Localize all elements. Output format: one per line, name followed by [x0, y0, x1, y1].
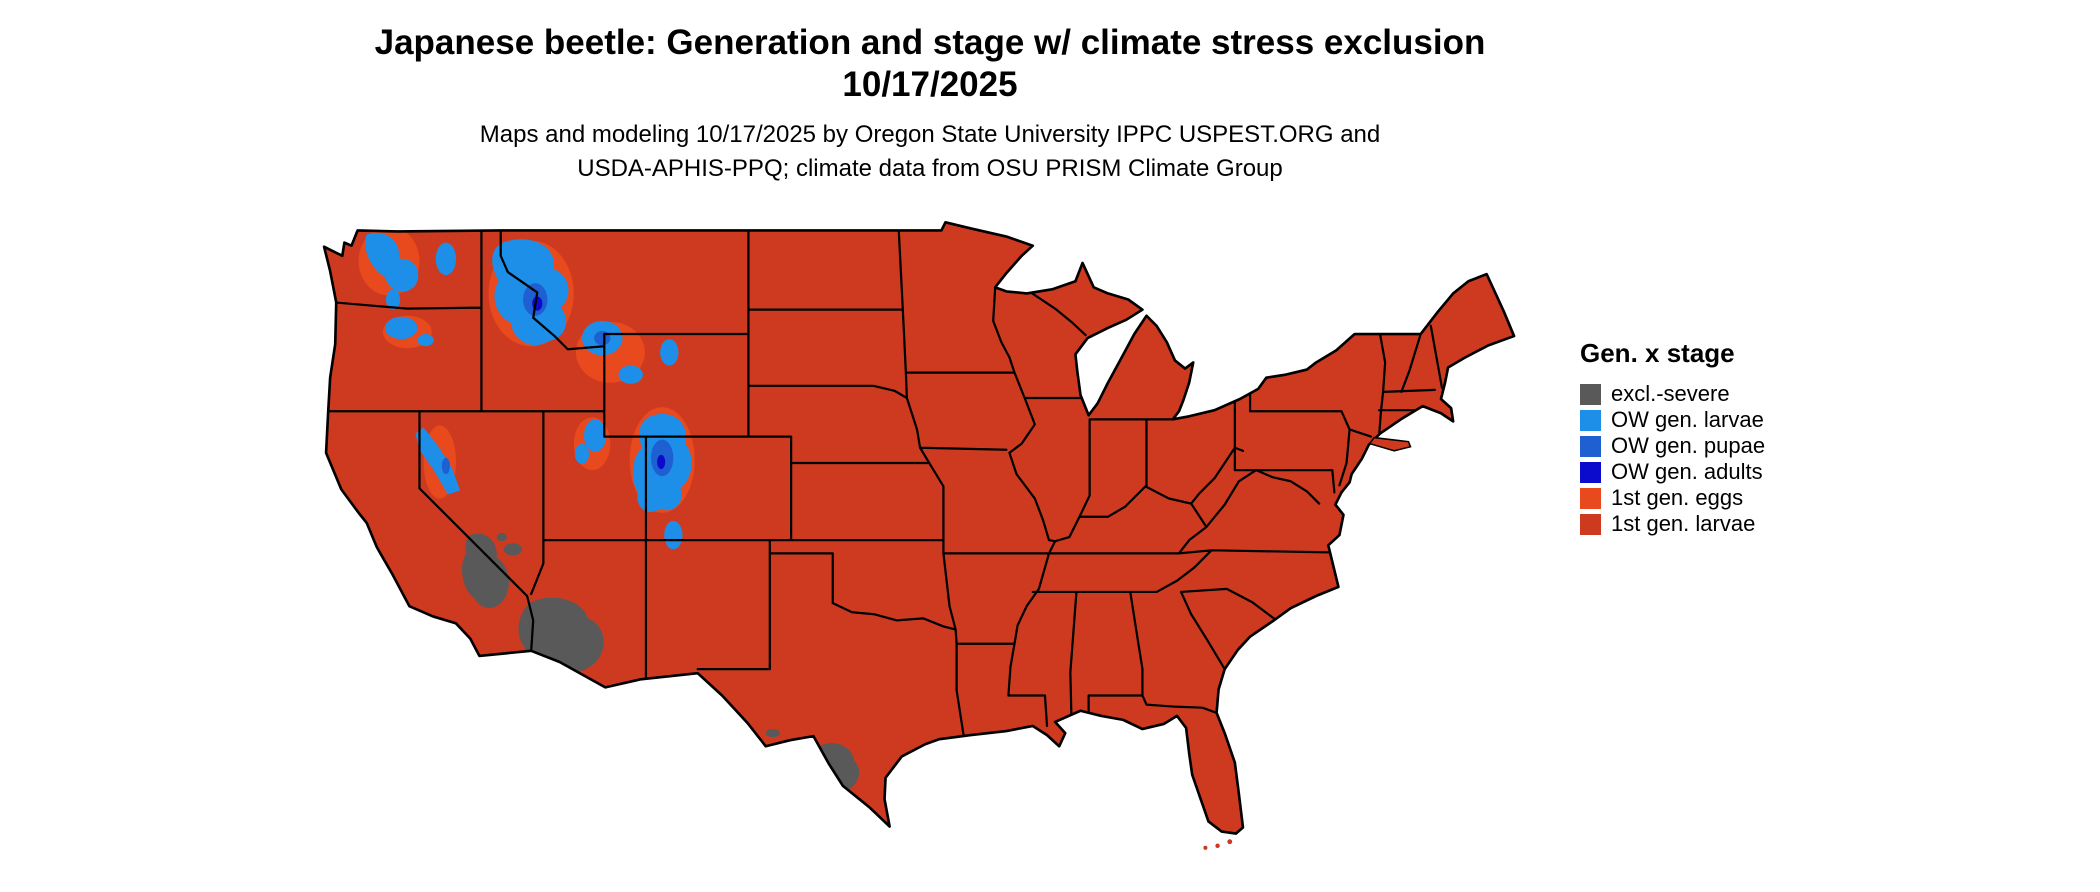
legend-item-ow-adults: OW gen. adults [1580, 459, 1765, 485]
model-patches [358, 226, 1059, 793]
patch [574, 443, 590, 464]
map-credits-line1: Maps and modeling 10/17/2025 by Oregon S… [479, 121, 1381, 148]
map-credits-line2: USDA-APHIS-PPQ; climate data from OSU PR… [577, 155, 1283, 182]
map-credits-block: Maps and modeling 10/17/2025 by Oregon S… [0, 118, 1860, 186]
patch [441, 457, 450, 475]
legend-title: Gen. x stage [1580, 338, 1735, 368]
legend-label-first-gen-eggs: 1st gen. eggs [1611, 485, 1744, 510]
patch [531, 608, 548, 645]
legend-swatch-ow-pupae [1580, 435, 1601, 457]
legend-label-excl-severe: excl.-severe [1611, 381, 1730, 406]
state-border-lines [326, 229, 1444, 738]
legend-swatch-first-gen-eggs [1580, 487, 1601, 509]
patch [657, 454, 666, 470]
patch [496, 533, 507, 542]
state-borders [326, 229, 1444, 738]
patch [765, 729, 780, 738]
patch [503, 543, 523, 556]
patch [1049, 226, 1059, 232]
legend-label-ow-adults: OW gen. adults [1611, 459, 1763, 484]
patch [664, 520, 683, 550]
patch [660, 339, 679, 366]
map-title-date: 10/17/2025 [842, 65, 1018, 104]
legend-item-ow-larvae: OW gen. larvae [1580, 407, 1765, 433]
patch [618, 365, 643, 384]
patch [1215, 843, 1220, 849]
patch [384, 316, 418, 340]
legend-swatch-excl-severe [1580, 383, 1601, 405]
us-map-svg [322, 221, 1516, 850]
legend-label-ow-larvae: OW gen. larvae [1611, 407, 1764, 432]
legend-swatch-ow-adults [1580, 461, 1601, 483]
us-map [295, 200, 1535, 860]
legend-item-first-gen-larvae: 1st gen. larvae [1580, 511, 1765, 537]
patch [385, 289, 401, 310]
map-title: Japanese beetle: Generation and stage w/… [374, 23, 1486, 62]
map-title-block: Japanese beetle: Generation and stage w/… [0, 22, 1860, 106]
patch [435, 242, 457, 276]
patch [1203, 845, 1208, 850]
legend-label-ow-pupae: OW gen. pupae [1611, 433, 1766, 458]
patch [1227, 839, 1233, 845]
patch [415, 427, 461, 495]
legend: Gen. x stage excl.-severe OW gen. larvae… [1580, 338, 1765, 537]
legend-item-ow-pupae: OW gen. pupae [1580, 433, 1765, 459]
long-island [1368, 436, 1412, 452]
legend-swatch-first-gen-larvae [1580, 513, 1601, 535]
legend-item-excl-severe: excl.-severe [1580, 381, 1765, 407]
florida-keys [1203, 839, 1233, 850]
legend-item-first-gen-eggs: 1st gen. eggs [1580, 485, 1765, 511]
patch [417, 334, 434, 347]
patch [461, 533, 510, 608]
patch [365, 232, 419, 292]
legend-swatch-ow-larvae [1580, 409, 1601, 431]
legend-label-first-gen-larvae: 1st gen. larvae [1611, 511, 1756, 536]
patch [583, 419, 607, 452]
